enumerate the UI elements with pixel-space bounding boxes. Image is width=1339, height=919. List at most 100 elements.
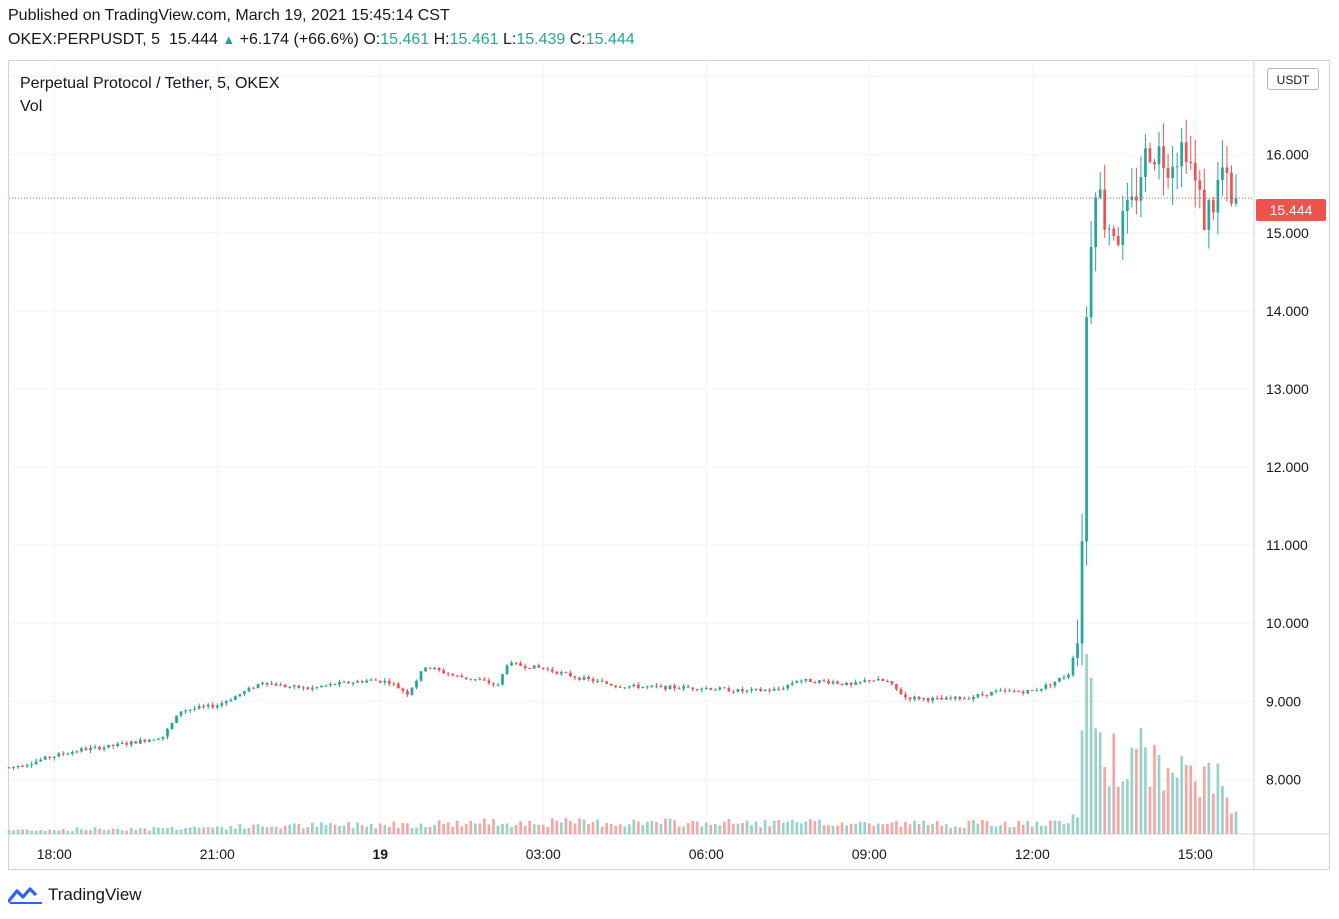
symbol: OKEX:PERPUSDT, 5: [8, 31, 161, 48]
candle-body: [333, 683, 337, 685]
candle-body: [16, 766, 20, 768]
candle-body: [84, 748, 88, 751]
candle-body: [1021, 691, 1025, 694]
candle-body: [351, 682, 355, 684]
volume-bar: [342, 825, 346, 834]
candle-body: [564, 672, 568, 674]
volume-bar: [143, 828, 147, 834]
volume-bar: [1153, 744, 1156, 834]
candle-body: [890, 681, 894, 684]
candle-body: [89, 747, 92, 751]
candle-body: [52, 756, 56, 758]
candle-body: [143, 739, 147, 742]
candle-body: [555, 671, 559, 674]
volume-bar: [111, 828, 115, 834]
volume-bar: [1089, 677, 1093, 834]
volume-bar: [283, 825, 287, 834]
volume-bar: [310, 822, 314, 834]
volume-bar: [695, 821, 699, 834]
volume-bar: [523, 825, 527, 834]
candle-body: [664, 685, 667, 690]
candle-body: [1053, 681, 1057, 686]
candle-body: [822, 680, 826, 682]
volume-bar: [1157, 755, 1161, 834]
volume-bar: [881, 824, 885, 834]
candle-body: [256, 684, 260, 689]
volume-bar: [184, 828, 187, 834]
close-value: 15.444: [585, 31, 635, 48]
candle-body: [374, 679, 378, 681]
tradingview-logo-icon: [8, 887, 42, 904]
candle-body: [1058, 678, 1061, 682]
candle-body: [1175, 166, 1179, 168]
volume-bar: [1103, 767, 1107, 834]
volume-bar: [940, 826, 944, 834]
volume-bar: [822, 825, 826, 834]
volume-bar: [338, 826, 341, 834]
candle-body: [61, 753, 65, 755]
x-tick-label: 06:00: [689, 846, 724, 862]
candle-body: [383, 680, 387, 683]
candle-body: [519, 663, 522, 666]
candle-body: [777, 688, 781, 690]
volume-bar: [392, 821, 396, 834]
candle-body: [442, 670, 446, 674]
candle-body: [700, 688, 704, 690]
volume-bar: [587, 823, 590, 834]
candle-body: [492, 683, 495, 685]
candle-body: [455, 675, 459, 677]
volume-bar: [876, 823, 880, 834]
volume-bar: [238, 824, 242, 834]
volume-bar: [247, 827, 251, 834]
volume-bar: [858, 821, 862, 834]
y-tick-label: 10.000: [1266, 615, 1309, 631]
volume-bar: [972, 820, 975, 834]
x-tick-label: 15:00: [1178, 846, 1213, 862]
candle-body: [1076, 643, 1079, 658]
volume-bar: [799, 823, 803, 834]
footer-brand[interactable]: TradingView: [8, 885, 142, 905]
candle-body: [569, 672, 572, 677]
volume-bar: [732, 823, 735, 834]
candle-body: [510, 662, 513, 666]
candle-body: [188, 709, 192, 711]
volume-bar: [772, 820, 776, 834]
volume-bar: [727, 818, 731, 834]
candle-body: [922, 698, 925, 700]
candle-body: [750, 689, 753, 691]
volume-bar: [179, 829, 183, 834]
volume-bar: [1130, 747, 1134, 834]
candle-body: [546, 668, 550, 670]
volume-bar: [836, 825, 839, 834]
candle-body: [406, 691, 409, 695]
candle-body: [1198, 180, 1202, 190]
candle-body: [39, 759, 43, 762]
candle-body: [790, 682, 794, 685]
volume-bar: [668, 818, 672, 834]
candle-body: [342, 681, 346, 683]
volume-bar: [532, 824, 536, 834]
volume-bar: [1053, 820, 1057, 834]
volume-bar: [397, 827, 400, 834]
currency-button[interactable]: USDT: [1267, 68, 1319, 90]
volume-bar: [863, 822, 867, 834]
candle-body: [410, 687, 414, 695]
volume-bar: [1107, 786, 1111, 834]
candle-body: [147, 739, 151, 742]
candle-body: [723, 687, 726, 689]
candle-body: [718, 687, 722, 690]
candle-body: [532, 665, 536, 669]
candle-body: [781, 688, 785, 690]
candle-body: [636, 684, 640, 689]
candle-body: [541, 667, 545, 669]
last-price: 15.444: [168, 31, 218, 48]
volume-bar: [1071, 814, 1075, 834]
candle-body: [931, 697, 935, 701]
volume-bar: [985, 821, 989, 834]
candle-body: [627, 686, 631, 688]
candle-body: [876, 678, 880, 681]
volume-bar: [125, 830, 129, 834]
candle-body: [605, 681, 609, 684]
volume-bar: [175, 829, 178, 834]
